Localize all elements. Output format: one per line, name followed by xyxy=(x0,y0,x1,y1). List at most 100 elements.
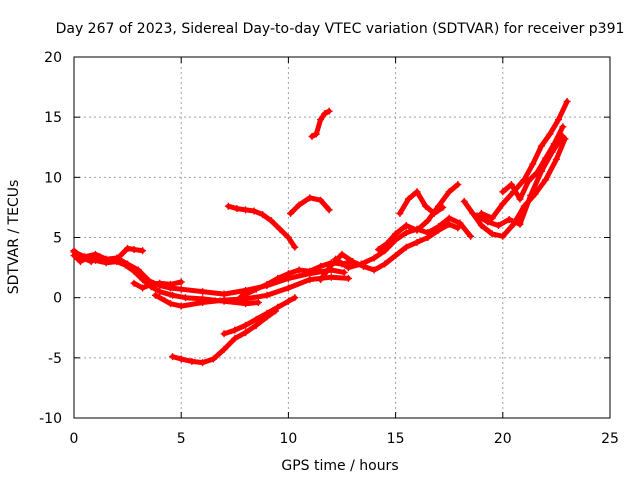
data-point-marker xyxy=(284,270,292,278)
data-point-marker xyxy=(456,219,464,227)
data-point-marker xyxy=(396,209,404,217)
y-tick-label: 0 xyxy=(53,291,62,307)
tick-labels: 0 5 10 15 20 25 -10 -5 0 5 10 15 20 xyxy=(39,50,619,447)
data-point-marker xyxy=(231,335,239,343)
data-point-marker xyxy=(525,177,533,185)
axis-ticks xyxy=(73,56,611,419)
data-point-marker xyxy=(546,130,554,138)
series-arc-9 xyxy=(224,202,299,251)
data-point-marker xyxy=(555,116,563,124)
data-point-marker xyxy=(439,203,447,211)
data-point-marker xyxy=(312,130,320,138)
data-point-marker xyxy=(344,274,352,282)
data-point-marker xyxy=(460,197,468,205)
data-point-marker xyxy=(306,267,314,275)
data-point-marker xyxy=(147,280,155,288)
data-point-marker xyxy=(177,285,185,293)
data-point-marker xyxy=(284,297,292,305)
data-point-marker xyxy=(370,254,378,262)
series-trace xyxy=(500,124,566,202)
data-point-marker xyxy=(151,291,159,299)
data-point-marker xyxy=(357,260,365,268)
data-point-marker xyxy=(488,230,496,238)
data-point-marker xyxy=(516,195,524,203)
y-tick-label: -10 xyxy=(39,411,62,427)
data-point-marker xyxy=(550,140,558,148)
data-point-marker xyxy=(306,194,314,202)
data-point-marker xyxy=(402,229,410,237)
x-axis-label: GPS time / hours xyxy=(281,458,398,474)
data-point-marker xyxy=(224,202,232,210)
series-arc-18 xyxy=(477,98,571,222)
data-point-marker xyxy=(177,355,185,363)
data-point-marker xyxy=(404,195,412,203)
data-point-marker xyxy=(124,260,132,268)
data-point-marker xyxy=(499,188,507,196)
data-point-marker xyxy=(344,264,352,272)
data-point-marker xyxy=(156,279,164,287)
data-point-marker xyxy=(199,298,207,306)
data-point-marker xyxy=(181,294,189,302)
data-point-marker xyxy=(317,276,325,284)
data-point-marker xyxy=(402,221,410,229)
data-point-marker xyxy=(220,330,228,338)
data-point-marker xyxy=(505,215,513,223)
data-point-marker xyxy=(242,206,250,214)
data-point-marker xyxy=(166,280,174,288)
chart-title: Day 267 of 2023, Sidereal Day-to-day VTE… xyxy=(56,21,625,37)
data-point-marker xyxy=(252,321,260,329)
data-point-marker xyxy=(507,181,515,189)
data-point-marker xyxy=(220,290,228,298)
data-point-marker xyxy=(263,291,271,299)
data-point-marker xyxy=(254,298,262,306)
data-point-marker xyxy=(542,154,550,162)
data-point-marker xyxy=(242,329,250,337)
data-point-marker xyxy=(338,250,346,258)
data-point-marker xyxy=(166,300,174,308)
data-point-marker xyxy=(209,355,217,363)
data-point-marker xyxy=(533,169,541,177)
data-point-marker xyxy=(473,212,481,220)
series-trace xyxy=(397,189,446,216)
data-point-marker xyxy=(139,247,147,255)
data-point-marker xyxy=(413,226,421,234)
data-point-marker xyxy=(499,232,507,240)
data-point-marker xyxy=(422,202,430,210)
data-point-marker xyxy=(124,244,132,252)
data-point-marker xyxy=(327,273,335,281)
data-point-marker xyxy=(237,292,245,300)
data-point-marker xyxy=(332,255,340,263)
data-point-marker xyxy=(274,303,282,311)
series-trace xyxy=(221,295,298,337)
x-tick-label: 0 xyxy=(70,431,79,447)
data-point-marker xyxy=(445,220,453,228)
data-point-marker xyxy=(370,266,378,274)
data-point-marker xyxy=(70,247,78,255)
data-point-marker xyxy=(177,302,185,310)
series-arc-19 xyxy=(499,123,567,203)
data-point-marker xyxy=(516,220,524,228)
data-point-marker xyxy=(96,253,104,261)
data-point-marker xyxy=(274,274,282,282)
data-point-marker xyxy=(113,255,121,263)
data-point-marker xyxy=(537,142,545,150)
data-point-marker xyxy=(454,181,462,189)
data-point-marker xyxy=(321,110,329,118)
series-arc-3 xyxy=(70,244,147,266)
data-point-marker xyxy=(340,268,348,276)
data-point-marker xyxy=(563,98,571,106)
data-point-marker xyxy=(469,209,477,217)
data-point-marker xyxy=(87,258,95,266)
data-point-marker xyxy=(252,285,260,293)
series-arc-15 xyxy=(396,188,447,217)
data-point-marker xyxy=(325,107,333,115)
data-point-marker xyxy=(308,132,316,140)
data-point-marker xyxy=(430,209,438,217)
data-point-marker xyxy=(495,221,503,229)
y-tick-label: -5 xyxy=(48,351,62,367)
data-point-marker xyxy=(392,252,400,260)
data-point-marker xyxy=(413,188,421,196)
data-point-marker xyxy=(295,201,303,209)
data-point-marker xyxy=(177,278,185,286)
data-point-marker xyxy=(263,309,271,317)
